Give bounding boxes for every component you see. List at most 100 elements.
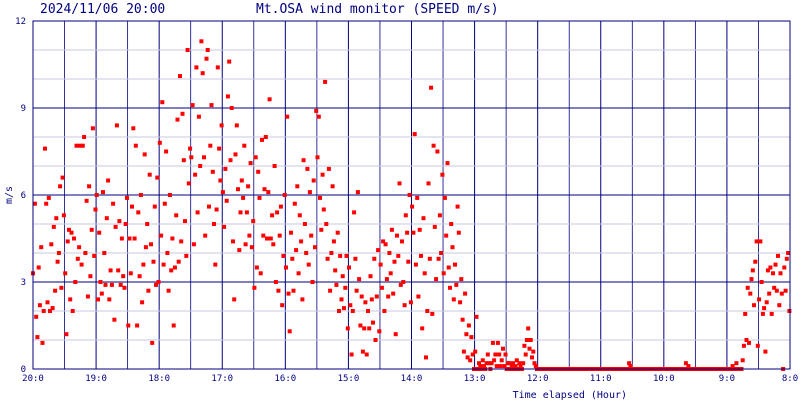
data-point <box>465 355 470 360</box>
data-point <box>287 329 292 334</box>
data-point <box>463 291 468 296</box>
data-point <box>205 48 210 52</box>
data-point <box>335 230 340 235</box>
data-point <box>184 253 189 258</box>
data-point <box>532 361 537 366</box>
data-point <box>401 280 406 284</box>
data-point <box>314 108 319 113</box>
data-point <box>251 219 256 224</box>
data-point <box>627 361 632 366</box>
data-point <box>378 262 383 267</box>
data-point <box>683 361 688 366</box>
data-point <box>228 158 233 163</box>
data-point <box>108 268 113 273</box>
data-point <box>300 297 305 302</box>
y-tick-labels: 0 3 6 9 12 <box>15 17 26 375</box>
data-point <box>348 303 353 308</box>
data-point <box>266 190 271 195</box>
data-point <box>68 297 73 302</box>
data-point <box>185 48 190 52</box>
data-point <box>281 253 286 258</box>
data-point <box>109 282 114 287</box>
data-point <box>429 85 434 90</box>
data-point <box>406 259 411 264</box>
data-point <box>65 239 70 244</box>
data-point <box>405 230 410 235</box>
data-point <box>349 352 354 357</box>
data-point <box>45 300 50 305</box>
data-point <box>294 248 299 253</box>
data-point <box>161 262 166 267</box>
data-point <box>413 262 418 267</box>
data-point <box>412 132 417 137</box>
data-point <box>461 349 466 354</box>
data-point <box>88 274 93 279</box>
data-point <box>503 352 508 357</box>
data-point <box>411 230 416 235</box>
data-point <box>531 349 536 354</box>
data-point <box>318 195 322 200</box>
data-point <box>347 265 351 270</box>
data-point <box>507 361 512 366</box>
data-point <box>398 282 403 287</box>
data-point <box>299 239 304 244</box>
data-point <box>474 314 479 319</box>
data-point <box>157 140 162 145</box>
data-point <box>54 216 59 221</box>
data-point <box>490 340 495 345</box>
data-point <box>424 355 428 360</box>
data-point <box>289 230 293 235</box>
data-point <box>44 201 49 206</box>
data-point <box>34 314 39 319</box>
data-point <box>169 268 174 273</box>
data-point <box>214 207 219 212</box>
data-point <box>236 187 240 192</box>
data-point <box>53 288 58 293</box>
data-point <box>146 288 151 293</box>
data-point <box>237 248 242 253</box>
data-point <box>190 103 195 108</box>
data-point <box>248 161 253 166</box>
data-point <box>509 364 514 369</box>
data-point <box>764 300 769 305</box>
data-point <box>172 265 177 270</box>
data-point <box>315 155 320 160</box>
data-point <box>388 271 393 276</box>
data-point <box>137 274 142 279</box>
data-point <box>771 271 775 276</box>
data-point <box>55 259 60 264</box>
data-point <box>224 198 229 203</box>
data-point <box>101 190 105 195</box>
data-point <box>131 126 136 131</box>
data-point <box>501 346 505 351</box>
data-point <box>311 178 316 183</box>
data-point <box>284 265 288 270</box>
data-point <box>305 166 310 171</box>
data-point <box>127 236 132 241</box>
data-point <box>517 361 522 366</box>
y-tick-label: 3 <box>21 278 26 288</box>
data-point <box>174 213 179 218</box>
data-point <box>225 94 230 99</box>
data-point <box>430 311 435 316</box>
data-point <box>265 236 269 241</box>
data-point <box>749 277 754 282</box>
data-point <box>111 201 116 206</box>
data-point <box>135 323 140 328</box>
data-point <box>301 158 306 163</box>
data-point <box>50 306 55 311</box>
data-point <box>533 364 538 369</box>
data-point <box>170 236 175 241</box>
data-point <box>277 233 282 238</box>
data-point <box>280 303 285 308</box>
data-point <box>220 190 225 195</box>
data-point <box>83 251 88 255</box>
x-axis-label: Time elapsed (Hour) <box>513 390 627 400</box>
data-point <box>151 259 156 264</box>
data-point <box>324 222 329 226</box>
data-point <box>290 256 295 261</box>
data-point <box>196 114 201 119</box>
data-point <box>252 285 257 290</box>
data-point <box>188 146 193 151</box>
data-point <box>116 268 121 273</box>
